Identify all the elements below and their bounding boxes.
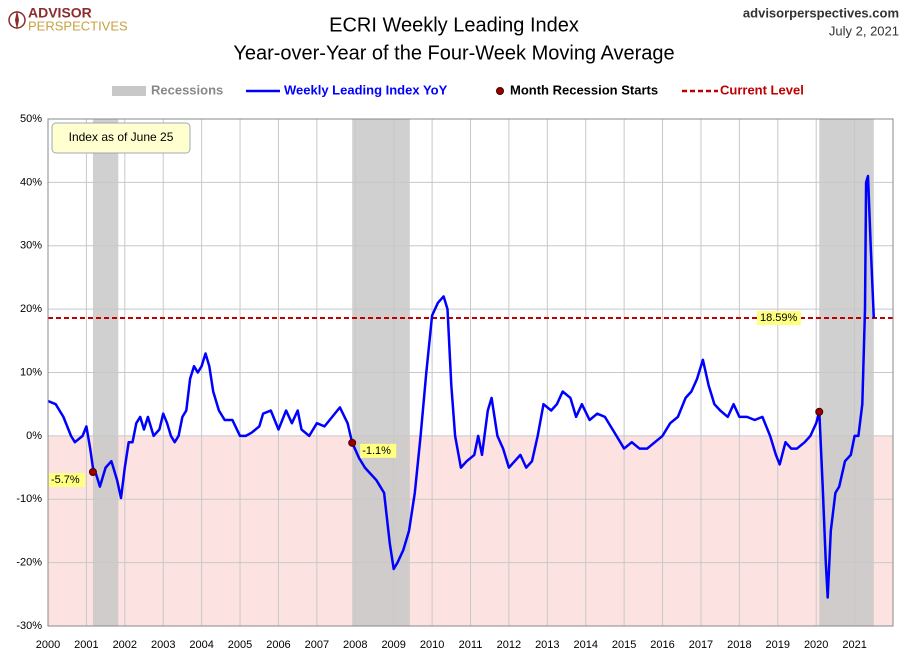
x-tick-label: 2000 <box>36 639 60 651</box>
x-tick-label: 2019 <box>766 639 790 651</box>
y-tick-label: 10% <box>20 366 42 378</box>
x-tick-label: 2010 <box>420 639 444 651</box>
y-tick-label: 20% <box>20 303 42 315</box>
x-tick-label: 2006 <box>266 639 290 651</box>
x-tick-label: 2013 <box>535 639 559 651</box>
recession-start-dot <box>88 467 97 476</box>
legend-swatch <box>112 86 146 96</box>
legend-label: Month Recession Starts <box>510 82 658 97</box>
legend-label: Weekly Leading Index YoY <box>284 82 448 97</box>
y-tick-label: -10% <box>16 493 42 505</box>
x-tick-label: 2014 <box>573 639 597 651</box>
chart-title: ECRI Weekly Leading Index <box>329 14 579 36</box>
x-tick-label: 2021 <box>842 639 866 651</box>
x-tick-label: 2018 <box>727 639 751 651</box>
x-tick-label: 2016 <box>650 639 674 651</box>
x-tick-label: 2007 <box>305 639 329 651</box>
site: advisorperspectives.com <box>743 5 899 20</box>
chart-subtitle: Year-over-Year of the Four-Week Moving A… <box>233 42 674 64</box>
x-tick-label: 2008 <box>343 639 367 651</box>
x-tick-label: 2004 <box>189 639 213 651</box>
annotation: Index as of June 25 <box>69 130 174 144</box>
x-tick-label: 2011 <box>459 639 483 651</box>
recession-band <box>352 119 410 626</box>
recession-start-dot <box>348 438 357 447</box>
logo-text: PERSPECTIVES <box>28 18 128 33</box>
y-tick-label: -30% <box>16 620 42 632</box>
x-tick-label: 2002 <box>113 639 137 651</box>
x-tick-label: 2003 <box>151 639 175 651</box>
x-tick-label: 2005 <box>228 639 252 651</box>
y-tick-label: 0% <box>26 430 42 442</box>
recession-start-dot <box>815 407 824 416</box>
x-tick-label: 2012 <box>497 639 521 651</box>
value-label-bg <box>360 443 397 458</box>
plot-frame <box>47 118 894 627</box>
value-label-bg <box>757 311 801 326</box>
x-tick-label: 2017 <box>689 639 713 651</box>
x-tick-label: 2015 <box>612 639 636 651</box>
legend-label: Recessions <box>151 82 223 97</box>
annotation-box <box>51 122 191 154</box>
y-tick-label: 50% <box>20 113 42 125</box>
recession-band <box>92 119 119 626</box>
logo-icon <box>15 10 19 30</box>
x-tick-label: 2001 <box>74 639 98 651</box>
y-tick-label: -20% <box>16 557 42 569</box>
x-tick-label: 2009 <box>381 639 405 651</box>
x-tick-label: 2020 <box>804 639 828 651</box>
legend-label: Current Level <box>720 82 804 97</box>
value-label: 18.59% <box>760 312 798 324</box>
value-label: -5.7% <box>51 474 80 486</box>
y-tick-label: 30% <box>20 240 42 252</box>
value-label-bg <box>48 472 85 487</box>
logo: ADVISOR PERSPECTIVES <box>8 5 128 33</box>
date: July 2, 2021 <box>829 23 899 38</box>
legend-swatch <box>496 87 504 95</box>
value-label: -1.1% <box>362 445 391 457</box>
series-line <box>47 174 876 599</box>
logo-text: ADVISOR <box>28 5 92 21</box>
y-tick-label: 40% <box>20 176 42 188</box>
